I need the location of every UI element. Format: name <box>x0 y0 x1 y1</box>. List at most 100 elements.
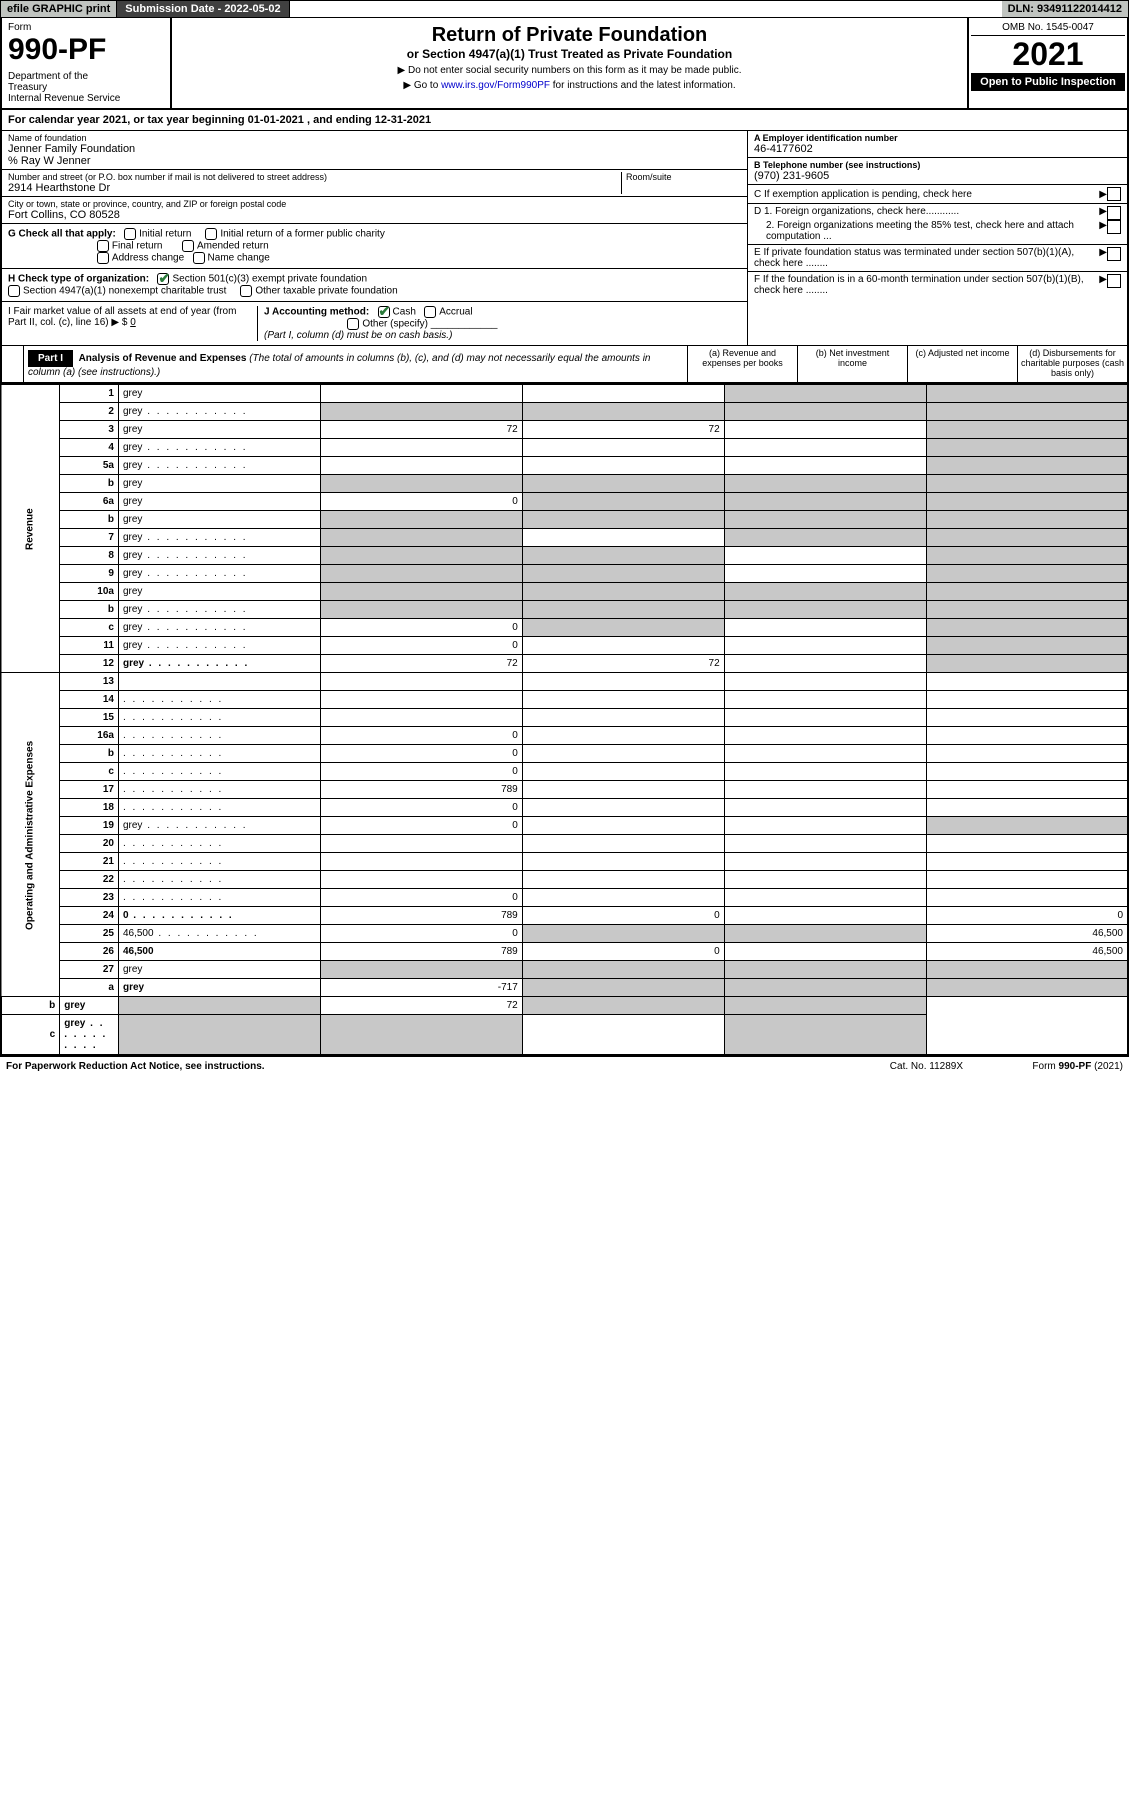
value-cell-b <box>522 475 724 493</box>
table-row: 14 <box>1 691 1128 709</box>
cb-c[interactable] <box>1107 187 1121 201</box>
value-cell-b <box>522 817 724 835</box>
value-cell-b <box>522 583 724 601</box>
value-cell-b <box>522 601 724 619</box>
line-number: 8 <box>60 547 119 565</box>
line-number: c <box>1 1015 60 1056</box>
table-row: 2646,500789046,500 <box>1 943 1128 961</box>
value-cell-a: 0 <box>320 799 522 817</box>
value-cell-a <box>320 583 522 601</box>
value-cell-a <box>320 457 522 475</box>
table-row: 17789 <box>1 781 1128 799</box>
value-cell-d <box>926 385 1128 403</box>
cb-initial-former[interactable] <box>205 228 217 240</box>
line-number: 6a <box>60 493 119 511</box>
line-number: 16a <box>60 727 119 745</box>
table-row: 4grey <box>1 439 1128 457</box>
line-number: 15 <box>60 709 119 727</box>
value-cell-b <box>522 673 724 691</box>
cb-other-taxable[interactable] <box>240 285 252 297</box>
cb-d2[interactable] <box>1107 220 1121 234</box>
value-cell-b <box>522 925 724 943</box>
cb-name-change[interactable] <box>193 252 205 264</box>
value-cell-d <box>926 817 1128 835</box>
value-cell-b <box>522 439 724 457</box>
value-cell-b <box>522 385 724 403</box>
value-cell-b <box>522 853 724 871</box>
table-row: 180 <box>1 799 1128 817</box>
value-cell-d <box>926 529 1128 547</box>
value-cell-d <box>926 475 1128 493</box>
value-cell-b <box>522 529 724 547</box>
value-cell-a: 72 <box>320 655 522 673</box>
value-cell-c <box>724 565 926 583</box>
value-cell-d <box>926 403 1128 421</box>
line-number: 19 <box>60 817 119 835</box>
value-cell-a: 0 <box>320 925 522 943</box>
calendar-year-row: For calendar year 2021, or tax year begi… <box>0 110 1129 131</box>
value-cell-c <box>724 619 926 637</box>
cb-e[interactable] <box>1107 247 1121 261</box>
cb-final[interactable] <box>97 240 109 252</box>
form-header: Form 990-PF Department of theTreasuryInt… <box>0 18 1129 110</box>
value-cell-c <box>724 421 926 439</box>
value-cell-c <box>724 799 926 817</box>
expenses-side-label: Operating and Administrative Expenses <box>1 673 60 997</box>
line-description: grey <box>118 601 320 619</box>
value-cell-a <box>320 565 522 583</box>
value-cell-c <box>724 601 926 619</box>
line-number: 22 <box>60 871 119 889</box>
cb-amended[interactable] <box>182 240 194 252</box>
cb-cash[interactable] <box>378 306 390 318</box>
value-cell-d <box>926 583 1128 601</box>
line-description: grey <box>60 997 119 1015</box>
g-row: G Check all that apply: Initial return I… <box>2 224 747 269</box>
value-cell-a: 0 <box>320 727 522 745</box>
line-number: 23 <box>60 889 119 907</box>
value-cell-a <box>320 547 522 565</box>
line-description: grey <box>118 511 320 529</box>
ein-cell: A Employer identification number 46-4177… <box>748 131 1127 158</box>
value-cell-b <box>522 961 724 979</box>
cb-501c3[interactable] <box>157 273 169 285</box>
value-cell-a <box>320 601 522 619</box>
value-cell-b <box>522 763 724 781</box>
cb-other-method[interactable] <box>347 318 359 330</box>
cb-f[interactable] <box>1107 274 1121 288</box>
line-number: b <box>60 475 119 493</box>
line-description: grey <box>118 979 320 997</box>
value-cell-c <box>724 853 926 871</box>
irs-link[interactable]: www.irs.gov/Form990PF <box>441 80 550 91</box>
table-row: bgrey <box>1 475 1128 493</box>
table-row: bgrey <box>1 601 1128 619</box>
cb-initial[interactable] <box>124 228 136 240</box>
line-description <box>118 691 320 709</box>
line-number: 11 <box>60 637 119 655</box>
value-cell-c <box>724 385 926 403</box>
cb-accrual[interactable] <box>424 306 436 318</box>
table-row: 2grey <box>1 403 1128 421</box>
value-cell-b <box>522 547 724 565</box>
value-cell-d <box>926 439 1128 457</box>
value-cell-d <box>926 979 1128 997</box>
line-description: grey <box>118 421 320 439</box>
value-cell-a <box>320 529 522 547</box>
cb-d1[interactable] <box>1107 206 1121 220</box>
value-cell-b <box>522 727 724 745</box>
value-cell-a: -717 <box>320 979 522 997</box>
cb-4947[interactable] <box>8 285 20 297</box>
value-cell-c <box>724 943 926 961</box>
cb-address[interactable] <box>97 252 109 264</box>
value-cell-b: 72 <box>320 997 522 1015</box>
value-cell-c <box>724 871 926 889</box>
col-a-header: (a) Revenue and expenses per books <box>687 346 797 382</box>
value-cell-b <box>522 493 724 511</box>
value-cell-b: 72 <box>522 655 724 673</box>
value-cell-a <box>118 1015 320 1056</box>
footer-mid: Cat. No. 11289X <box>890 1061 963 1072</box>
line-number: 7 <box>60 529 119 547</box>
line-number: b <box>60 745 119 763</box>
value-cell-c <box>724 403 926 421</box>
value-cell-c <box>724 925 926 943</box>
form-label: Form <box>8 22 164 33</box>
